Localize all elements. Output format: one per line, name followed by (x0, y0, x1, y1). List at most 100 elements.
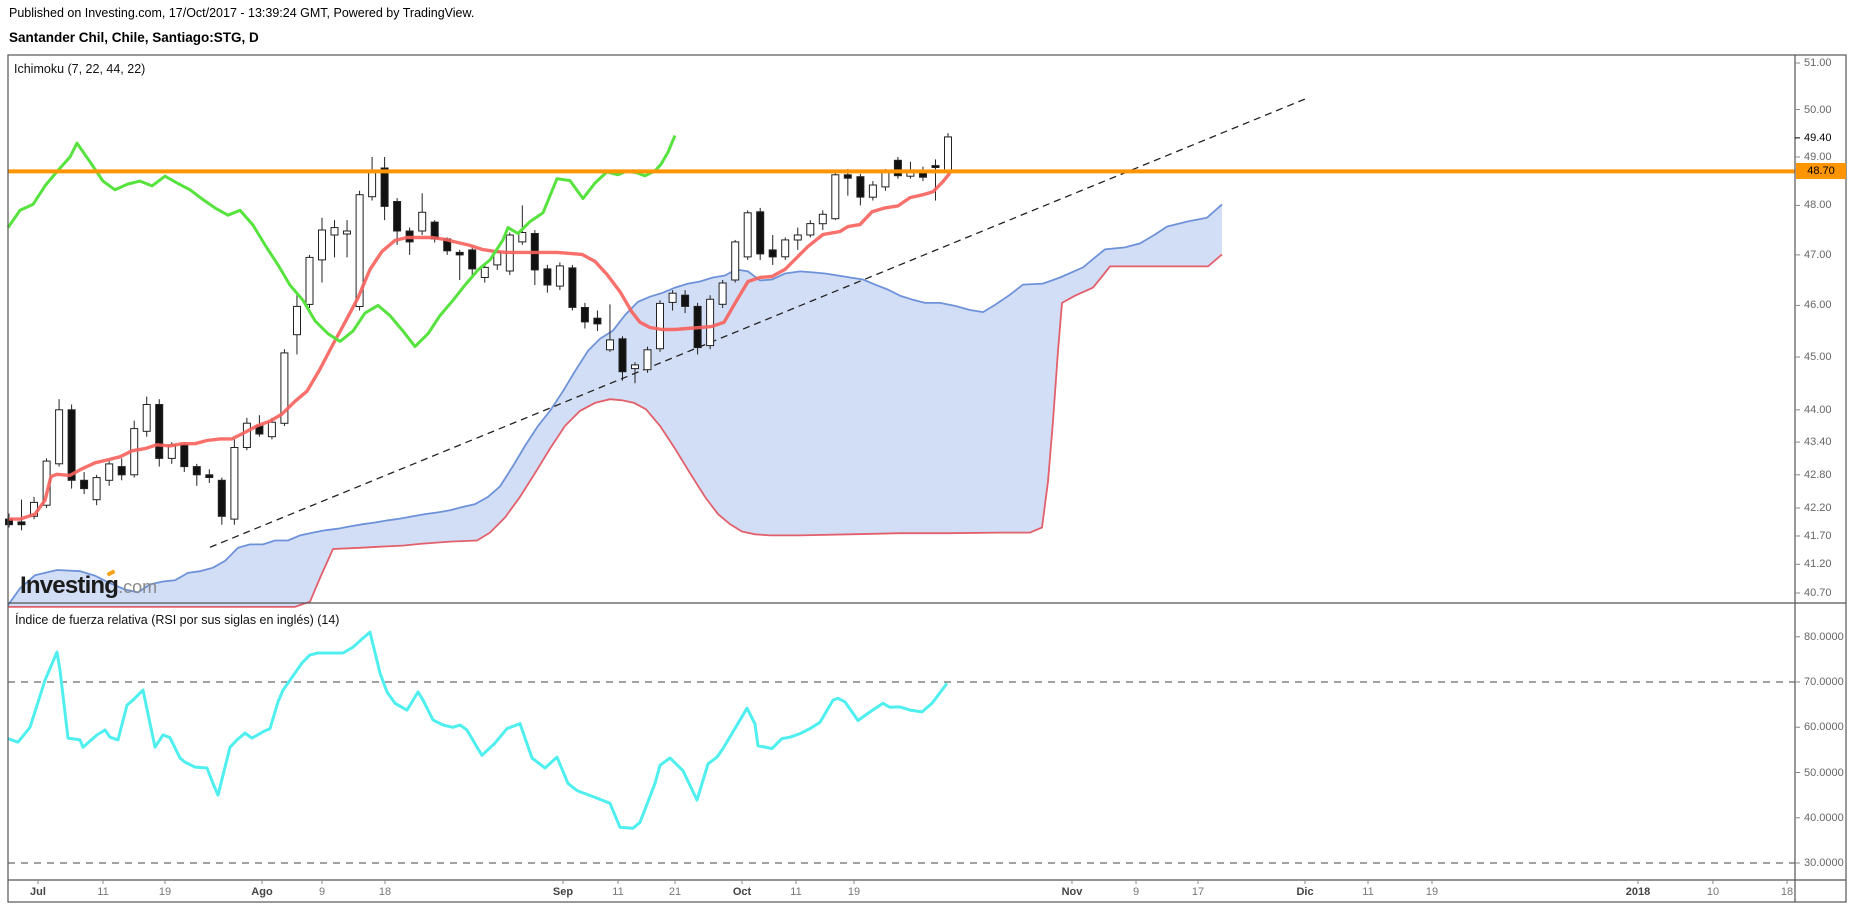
candle-up (518, 232, 527, 243)
rsi-tick-label: 60.0000 (1804, 721, 1844, 734)
candle-up (92, 477, 101, 501)
last-price-label: 49.40 (1804, 131, 1832, 144)
rsi-line (7, 630, 949, 830)
time-tick-label: Jul (30, 886, 46, 898)
candle-up (555, 265, 564, 287)
candle-down (67, 409, 76, 481)
time-tick-label: 11 (612, 886, 624, 898)
candle-up (242, 422, 251, 449)
price-tick-label: 48.00 (1804, 199, 1832, 212)
candle-down (205, 474, 214, 478)
time-tick-label: 9 (318, 886, 326, 898)
ichimoku-cloud (8, 204, 1222, 607)
logo-brand: Investing (20, 572, 119, 599)
price-tick-label: 44.00 (1804, 403, 1832, 416)
candle-down (543, 268, 552, 286)
price-tick-label: 40.70 (1804, 587, 1832, 599)
time-tick-label: Sep (552, 886, 574, 898)
candle-up (831, 174, 840, 220)
rsi-tick-label: 30.0000 (1804, 857, 1844, 869)
time-tick-label: 19 (158, 886, 172, 898)
time-tick-label: 17 (1191, 886, 1205, 898)
candle-down (468, 249, 477, 270)
rsi-tick-label: 70.0000 (1804, 676, 1844, 688)
rsi-tick-label: 50.0000 (1804, 766, 1844, 779)
candle-down (580, 307, 589, 323)
price-alert-badge: 48.70 (1796, 163, 1846, 180)
price-tick-label: 46.00 (1804, 299, 1832, 312)
candle-down (380, 167, 389, 207)
kijun-line (9, 171, 952, 521)
candle-up (418, 211, 427, 232)
candle-down (455, 251, 464, 256)
price-tick-label: 45.00 (1804, 351, 1832, 364)
time-tick-label: 11 (790, 886, 802, 898)
candle-up (105, 463, 114, 481)
candle-down (843, 174, 852, 179)
rsi-tick-label: 80.0000 (1804, 630, 1844, 643)
rsi-tick-label: 40.0000 (1804, 811, 1844, 824)
candle-up (318, 229, 326, 261)
time-tick-label: Nov (1061, 886, 1083, 898)
price-tick-label: 41.20 (1804, 558, 1832, 571)
candle-up (643, 349, 652, 371)
candle-up (55, 409, 64, 465)
chart-frame (7, 54, 1847, 903)
candle-down (393, 201, 402, 232)
candle-down (931, 165, 940, 169)
investing-logo: Investing.com (20, 569, 157, 600)
time-tick-label: 10 (1706, 886, 1720, 898)
candle-up (355, 194, 364, 307)
candle-up (480, 266, 489, 278)
candle-down (217, 479, 226, 517)
candle-up (731, 241, 740, 281)
candle-down (180, 444, 189, 468)
price-tick-label: 41.70 (1804, 529, 1832, 542)
price-tick-label: 49.00 (1804, 150, 1832, 163)
price-tick-label: 50.00 (1804, 103, 1832, 116)
candle-up (656, 302, 664, 350)
candle-up (305, 256, 314, 305)
time-tick-label: Ago (251, 886, 273, 898)
time-tick-label: 21 (668, 886, 682, 898)
candle-up (631, 364, 639, 370)
candle-up (868, 184, 877, 198)
candle-down (155, 404, 164, 459)
candle-down (192, 466, 201, 476)
candle-up (944, 136, 952, 171)
candle-up (806, 223, 815, 236)
time-tick-label: 9 (1132, 886, 1140, 898)
candle-down (568, 267, 577, 308)
time-tick-label: 19 (1425, 886, 1439, 898)
candle-down (17, 521, 26, 526)
price-tick-label: 42.20 (1804, 501, 1832, 514)
candle-up (142, 404, 151, 432)
candle-down (756, 211, 765, 255)
candle-up (606, 339, 614, 351)
price-tick-label: 47.00 (1804, 248, 1832, 261)
time-tick-label: 11 (1362, 886, 1374, 898)
candle-down (856, 176, 865, 198)
senkou-a-line (7, 203, 1223, 606)
time-tick-label: Dic (1296, 886, 1314, 898)
chikou-line (6, 134, 677, 349)
price-tick-label: 43.40 (1804, 436, 1832, 449)
candle-up (818, 213, 827, 225)
rsi-label: Índice de fuerza relativa (RSI por sus s… (15, 613, 340, 627)
time-tick-label: 18 (378, 886, 392, 898)
candle-down (618, 338, 627, 373)
candle-up (280, 352, 289, 424)
candle-up (230, 447, 239, 520)
candle-up (881, 170, 890, 188)
symbol-title: Santander Chil, Chile, Santiago:STG, D (9, 30, 259, 45)
candle-up (718, 282, 727, 305)
candle-up (368, 169, 377, 198)
published-line: Published on Investing.com, 17/Oct/2017 … (9, 6, 475, 20)
candle-up (793, 234, 802, 241)
candle-down (593, 317, 602, 325)
candle-up (343, 230, 351, 235)
senkou-b-line (8, 253, 1223, 608)
candle-down (117, 466, 126, 476)
